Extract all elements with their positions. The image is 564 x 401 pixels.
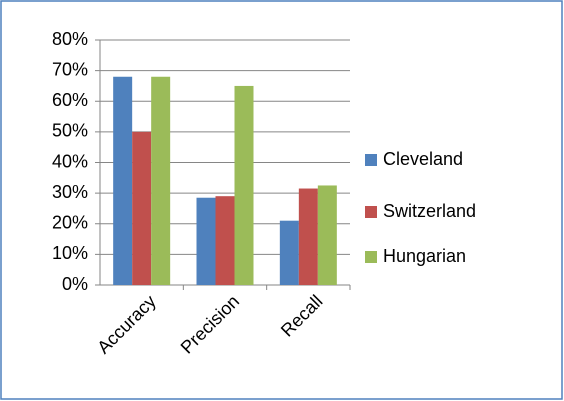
y-tick-label: 20% bbox=[52, 213, 88, 233]
bar bbox=[196, 197, 216, 285]
bar bbox=[151, 76, 171, 285]
bar bbox=[113, 76, 133, 285]
bar bbox=[234, 85, 254, 285]
legend-label: Cleveland bbox=[383, 149, 463, 169]
y-tick-label: 0% bbox=[62, 274, 88, 294]
y-tick-label: 30% bbox=[52, 182, 88, 202]
y-tick-label: 60% bbox=[52, 90, 88, 110]
y-tick-label: 80% bbox=[52, 29, 88, 49]
bar bbox=[279, 220, 299, 285]
legend-swatch bbox=[365, 251, 377, 263]
bar bbox=[215, 196, 235, 285]
legend-label: Hungarian bbox=[383, 246, 466, 266]
legend-swatch bbox=[365, 206, 377, 218]
bar bbox=[317, 185, 337, 285]
y-tick-label: 70% bbox=[52, 59, 88, 79]
legend-swatch bbox=[365, 154, 377, 166]
y-tick-label: 40% bbox=[52, 151, 88, 171]
legend-label: Switzerland bbox=[383, 201, 476, 221]
y-tick-label: 50% bbox=[52, 121, 88, 141]
y-tick-label: 10% bbox=[52, 243, 88, 263]
bar bbox=[298, 188, 318, 285]
bar bbox=[132, 131, 152, 285]
